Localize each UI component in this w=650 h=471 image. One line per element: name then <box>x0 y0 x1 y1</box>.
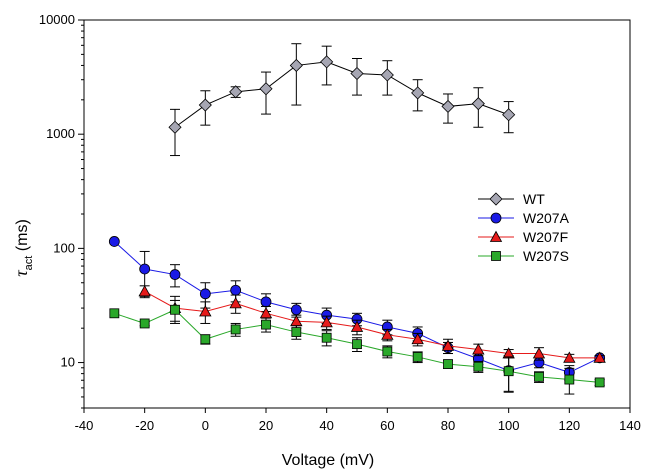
data-point <box>200 334 211 345</box>
data-point <box>502 108 516 122</box>
data-point <box>259 82 273 96</box>
x-axis-label: Voltage (mV) <box>282 452 374 469</box>
data-point <box>109 308 120 319</box>
data-point <box>260 296 272 308</box>
data-point <box>230 324 241 335</box>
series-wt <box>168 43 516 157</box>
x-axis: -40 -20 0 20 40 60 80 100 120 140 <box>75 408 641 433</box>
y-axis-label-unit: (ms) <box>14 219 31 255</box>
data-point <box>168 120 182 134</box>
data-point <box>261 319 271 330</box>
y-axis-label-symbol: τ <box>11 270 31 277</box>
legend-label: WT <box>523 191 545 207</box>
legend-item: WT <box>478 191 545 207</box>
x-tick-label: 140 <box>619 418 641 433</box>
data-point <box>291 327 302 337</box>
data-point <box>443 359 453 369</box>
legend-marker <box>489 230 503 242</box>
legend-item: W207S <box>478 248 569 264</box>
data-point <box>350 320 364 332</box>
data-point <box>532 347 546 359</box>
data-point <box>138 285 151 297</box>
data-point <box>230 284 242 296</box>
y-tick-label: 1000 <box>46 126 75 141</box>
legend: WT W207A W207F W207S <box>478 191 570 264</box>
data-point <box>441 339 455 351</box>
data-point <box>564 374 575 385</box>
data-point <box>199 288 211 300</box>
legend-label: W207A <box>523 210 570 226</box>
x-tick-label: 40 <box>319 418 333 433</box>
legend-label: W207F <box>523 229 568 245</box>
data-point <box>198 98 212 112</box>
data-point <box>593 351 606 363</box>
data-point <box>534 371 544 382</box>
data-point <box>381 328 394 340</box>
data-point <box>321 332 332 343</box>
data-point <box>350 66 364 81</box>
x-tick-label: 60 <box>380 418 394 433</box>
data-point <box>169 269 181 280</box>
data-point <box>199 305 212 317</box>
data-point <box>290 304 302 316</box>
data-point <box>229 85 243 99</box>
y-axis: 10 100 1000 10000 <box>39 12 84 409</box>
data-point <box>471 97 485 111</box>
data-point <box>320 316 333 328</box>
legend-label: W207S <box>523 248 569 264</box>
x-tick-label: -40 <box>75 418 94 433</box>
error-bar <box>291 43 302 106</box>
x-tick-label: 80 <box>441 418 455 433</box>
data-point <box>472 343 485 355</box>
series-line <box>144 290 600 359</box>
x-tick-label: 0 <box>202 418 209 433</box>
data-point <box>352 339 362 350</box>
data-point <box>170 304 180 315</box>
x-tick-label: 120 <box>558 418 580 433</box>
data-point <box>229 297 242 309</box>
y-tick-label: 100 <box>53 240 75 255</box>
data-point <box>139 263 151 275</box>
data-point <box>108 236 120 247</box>
y-tick-label: 10000 <box>39 12 75 27</box>
data-point <box>411 332 424 345</box>
y-tick-label: 10 <box>61 355 75 370</box>
data-point <box>473 361 484 372</box>
y-axis-label: τact (ms) <box>11 219 35 277</box>
legend-item: W207A <box>478 210 570 226</box>
legend-marker <box>490 212 502 224</box>
series-w207s <box>109 299 605 395</box>
data-point <box>503 366 514 377</box>
data-point <box>441 99 455 114</box>
data-point <box>594 377 605 388</box>
legend-item: W207F <box>478 229 568 245</box>
y-axis-label-subscript: act <box>23 256 35 271</box>
data-point <box>320 55 334 69</box>
data-point <box>289 58 303 73</box>
data-point <box>259 306 273 319</box>
data-point <box>412 352 423 362</box>
series-line <box>174 61 509 128</box>
x-tick-label: -20 <box>135 418 154 433</box>
series-layer <box>108 43 606 395</box>
series-w207f <box>138 285 606 363</box>
data-point <box>139 318 150 329</box>
data-point <box>380 68 394 82</box>
legend-marker <box>491 251 501 261</box>
data-point <box>563 351 576 363</box>
x-tick-label: 20 <box>259 418 273 433</box>
legend-marker <box>489 192 503 206</box>
x-tick-label: 100 <box>498 418 520 433</box>
data-point <box>382 346 393 357</box>
data-point <box>411 86 425 100</box>
